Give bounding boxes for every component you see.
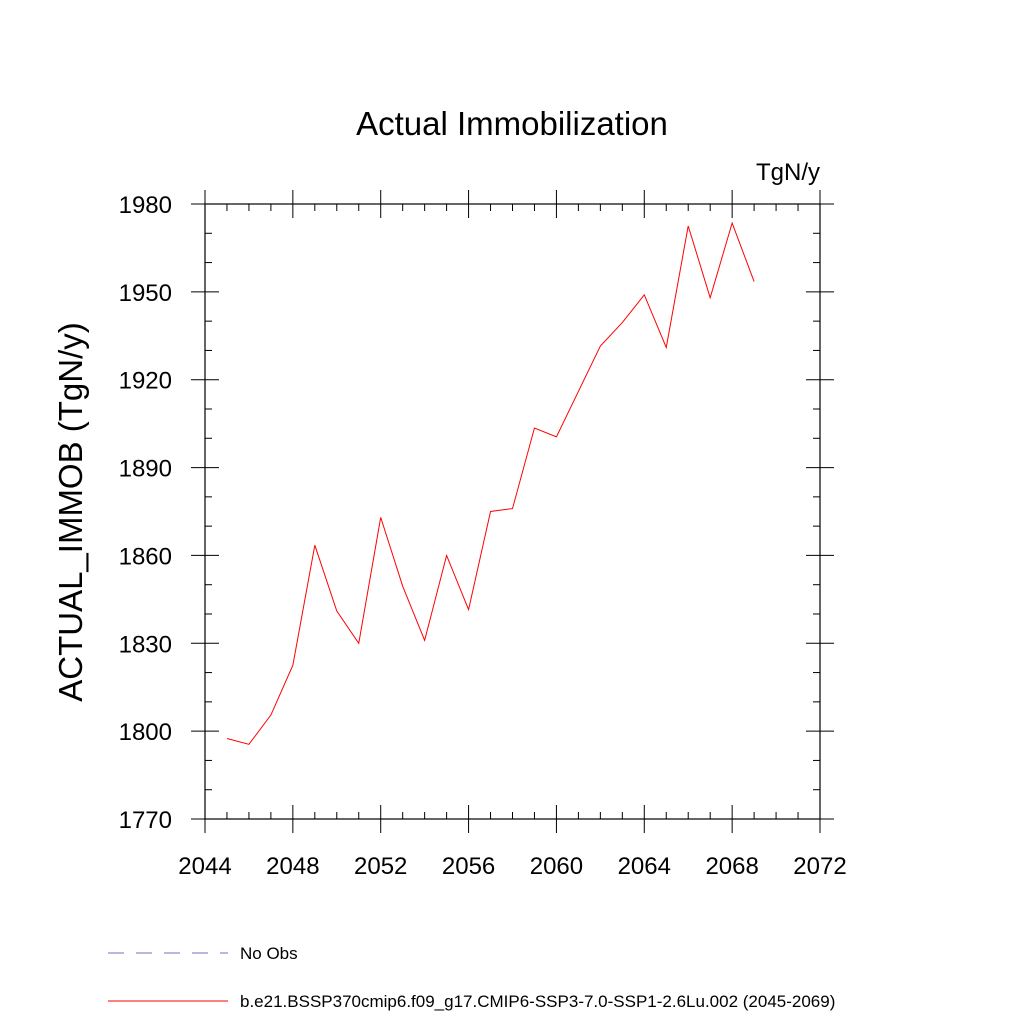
x-tick-labels: 2044 2048 2052 2056 2060 2064 2068 2072	[178, 853, 846, 880]
chart-title: Actual Immobilization	[356, 105, 668, 142]
x-tick-label: 2044	[178, 853, 231, 880]
y-tick-label: 1980	[119, 192, 172, 219]
legend-label-model-run: b.e21.BSSP370cmip6.f09_g17.CMIP6-SSP3-7.…	[240, 992, 835, 1011]
y-tick-label: 1920	[119, 368, 172, 395]
x-tick-label: 2072	[793, 853, 846, 880]
series-line-0	[226, 221, 755, 745]
y-tick-label: 1860	[119, 543, 172, 570]
y-tick-label: 1770	[119, 807, 172, 834]
y-tick-labels: 1770 1800 1830 1860 1890 1920 1950 1980	[119, 192, 172, 834]
minor-ticks	[205, 204, 820, 819]
legend-label-no-obs: No Obs	[240, 944, 298, 963]
plot-frame	[204, 203, 821, 820]
x-tick-label: 2064	[618, 853, 671, 880]
x-tick-label: 2048	[266, 853, 319, 880]
y-tick-label: 1800	[119, 719, 172, 746]
x-tick-label: 2068	[705, 853, 758, 880]
x-tick-label: 2052	[354, 853, 407, 880]
major-ticks	[191, 190, 834, 833]
units-label: TgN/y	[756, 159, 820, 186]
y-tick-label: 1950	[119, 280, 172, 307]
y-axis-label: ACTUAL_IMMOB (TgN/y)	[52, 322, 89, 702]
x-tick-label: 2060	[530, 853, 583, 880]
x-tick-label: 2056	[442, 853, 495, 880]
legend: No Obs b.e21.BSSP370cmip6.f09_g17.CMIP6-…	[108, 944, 835, 1011]
series-layer	[226, 221, 755, 745]
y-tick-label: 1890	[119, 456, 172, 483]
y-tick-label: 1830	[119, 631, 172, 658]
